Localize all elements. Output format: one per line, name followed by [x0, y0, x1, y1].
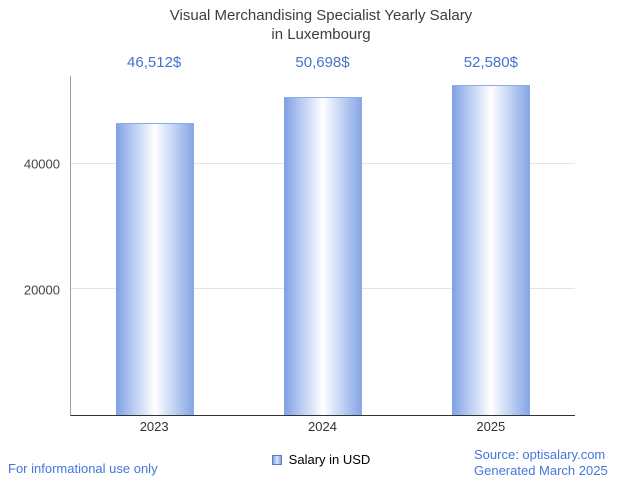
- generated-text: Generated March 2025: [474, 463, 608, 478]
- bar-2025[interactable]: [452, 84, 530, 415]
- value-label-2025: 52,580$: [463, 54, 518, 71]
- source-link[interactable]: Source: optisalary.com: [474, 447, 606, 462]
- chart-title-line-2: in Luxembourg: [271, 26, 371, 43]
- x-tick-label-2025: 2025: [476, 419, 506, 434]
- x-axis: 2023 2024 2025: [70, 419, 575, 435]
- x-tick-label-2024: 2024: [308, 419, 337, 434]
- y-tick-label-40000: 40000: [23, 156, 60, 172]
- plot-area: [70, 76, 575, 416]
- value-label-2023: 46,512$: [127, 54, 182, 71]
- legend-label: Salary in USD: [288, 452, 371, 467]
- footer-source-block: Source: optisalary.com Generated March 2…: [474, 447, 608, 479]
- bar-2024[interactable]: [284, 96, 362, 415]
- bar-2023[interactable]: [116, 123, 194, 415]
- legend[interactable]: Salary in USD: [0, 452, 642, 467]
- y-tick-label-20000: 20000: [23, 282, 60, 298]
- chart-title-line-1: Visual Merchandising Specialist Yearly S…: [169, 7, 473, 24]
- disclaimer-text: For informational use only: [8, 461, 158, 476]
- legend-swatch-icon: [271, 454, 282, 465]
- x-tick-label-2023: 2023: [139, 419, 169, 434]
- chart-title: Visual Merchandising Specialist Yearly S…: [0, 6, 642, 44]
- value-labels-row: 46,512$ 50,698$ 52,580$: [70, 54, 575, 76]
- value-label-2024: 50,698$: [295, 54, 350, 71]
